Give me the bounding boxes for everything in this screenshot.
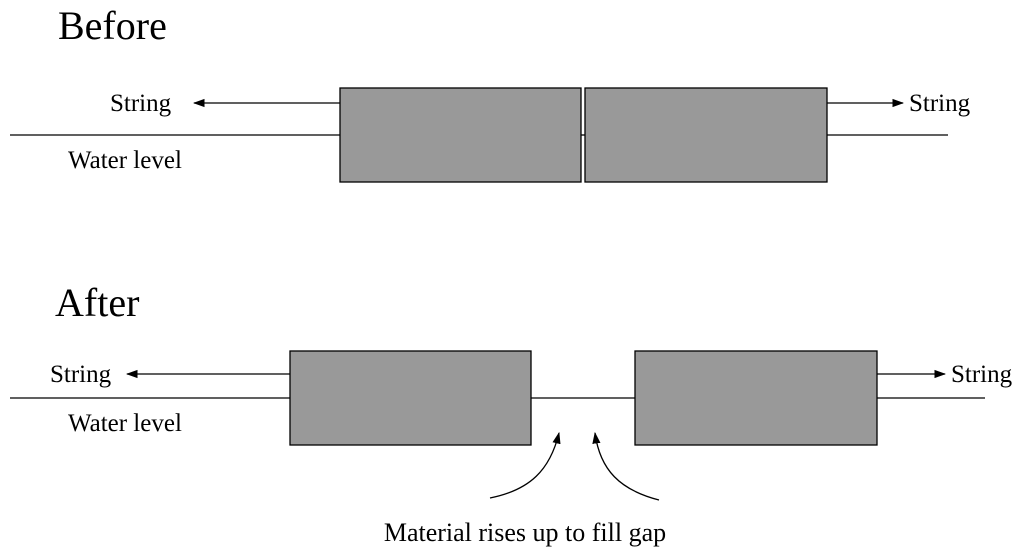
rise-arrow-right — [592, 431, 660, 501]
after-string-right-label: String — [951, 361, 1013, 388]
after-block-left — [289, 350, 532, 446]
before-block-right — [584, 87, 828, 183]
after-panel: After String String Water level Material… — [10, 280, 1013, 547]
before-string-left-label: String — [110, 90, 172, 117]
after-block-right — [634, 350, 878, 446]
before-block-left — [339, 87, 582, 183]
after-string-left-label: String — [50, 361, 112, 388]
before-title: Before — [58, 3, 167, 48]
after-water-level-label: Water level — [68, 410, 182, 437]
rise-arrow-left — [489, 431, 561, 499]
before-panel: Before String String Water level — [10, 3, 971, 183]
after-title: After — [55, 280, 139, 325]
caption-material-rises: Material rises up to fill gap — [384, 518, 666, 547]
before-string-right-label: String — [909, 90, 971, 117]
before-water-level-label: Water level — [68, 147, 182, 174]
